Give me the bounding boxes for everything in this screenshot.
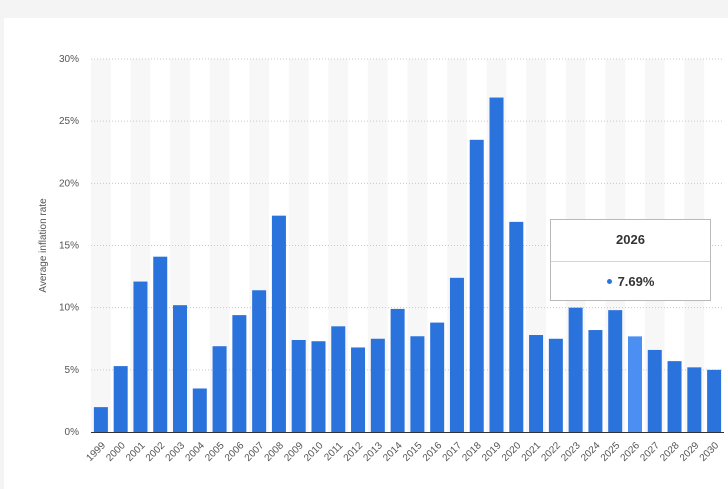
x-tick-label: 2026 [619,440,643,464]
bar-2013 [370,338,385,432]
x-tick-label: 2011 [322,440,345,463]
x-tick-label: 2014 [381,440,405,464]
series-dot-icon [606,279,612,285]
x-tick-label: 2003 [164,440,188,464]
y-tick-label: 10% [59,303,79,314]
tooltip-year: 2026 [551,220,710,262]
bar-2023 [568,307,583,432]
bar-2002 [153,256,168,432]
bar-2018 [469,139,484,433]
bar-2019 [489,97,504,432]
tooltip-value: 7.69% [617,274,655,289]
bar-2028 [667,361,682,432]
bar-2010 [311,341,326,432]
bar-1999 [93,407,108,432]
x-tick-label: 2009 [282,440,306,464]
x-tick-label: 2027 [638,440,662,464]
y-tick-label: 20% [59,178,79,189]
x-tick-label: 1999 [85,440,109,464]
x-tick-label: 2016 [421,440,445,464]
y-axis-title: Average inflation rate [38,198,49,293]
x-tick-label: 2017 [441,440,465,464]
x-tick-label: 2030 [698,440,722,464]
bar-2025 [608,310,623,432]
bar-2027 [647,349,662,432]
x-tick-label: 2018 [460,440,484,464]
x-tick-label: 2000 [104,440,128,464]
y-tick-label: 25% [59,116,79,127]
x-tick-label: 2012 [342,440,366,464]
x-tick-label: 2028 [658,440,682,464]
bar-2024 [588,330,603,432]
bar-2009 [291,339,306,432]
x-tick-label: 2004 [183,440,207,464]
bar-2016 [430,322,445,432]
x-tick-label: 2013 [361,440,385,464]
bar-chart: 0%5%10%15%20%25%30%199920002001200220032… [38,54,724,464]
bar-2011 [331,326,346,432]
x-tick-label: 2015 [401,440,425,464]
bar-2030 [707,369,722,432]
bar-2006 [232,315,247,432]
bar-2005 [212,346,227,432]
bar-2022 [548,338,563,432]
x-tick-label: 2025 [599,440,623,464]
y-tick-label: 0% [65,427,80,438]
x-tick-label: 2022 [539,440,563,464]
x-tick-label: 2023 [559,440,583,464]
x-tick-label: 2006 [223,440,247,464]
bar-2026 [627,336,642,432]
x-tick-label: 2001 [124,440,148,464]
bar-2014 [390,308,405,432]
y-tick-label: 15% [59,241,79,252]
y-tick-label: 5% [65,365,80,376]
x-tick-label: 2019 [480,440,504,464]
x-tick-label: 2008 [263,440,287,464]
bar-2003 [173,305,188,432]
x-tick-label: 2029 [678,440,702,464]
tooltip-value-row: 7.69% [551,262,710,302]
x-tick-label: 2005 [203,440,227,464]
x-tick-label: 2020 [500,440,524,464]
x-tick-label: 2002 [144,440,168,464]
y-tick-label: 30% [59,54,79,65]
chart-card: 0% 5% 10% 15% 20% 25% 30% 1999 2000 2001 2002 2003 2… [4,18,728,489]
bar-2015 [410,336,425,432]
x-tick-label: 2024 [579,440,603,464]
bar-2004 [192,388,207,432]
x-tick-label: 2021 [520,440,544,464]
column-band [209,59,230,432]
bar-2029 [687,367,702,432]
bar-2012 [351,347,366,432]
x-tick-label: 2010 [302,440,326,464]
x-tick-label: 2007 [243,440,267,464]
chart-tooltip: 2026 7.69% [550,219,711,301]
bar-2008 [271,215,286,432]
bar-2007 [252,290,267,432]
bar-2001 [133,281,148,432]
bar-2000 [113,366,128,432]
bar-2017 [449,277,464,432]
bar-2020 [509,221,524,432]
bar-2021 [529,335,544,432]
